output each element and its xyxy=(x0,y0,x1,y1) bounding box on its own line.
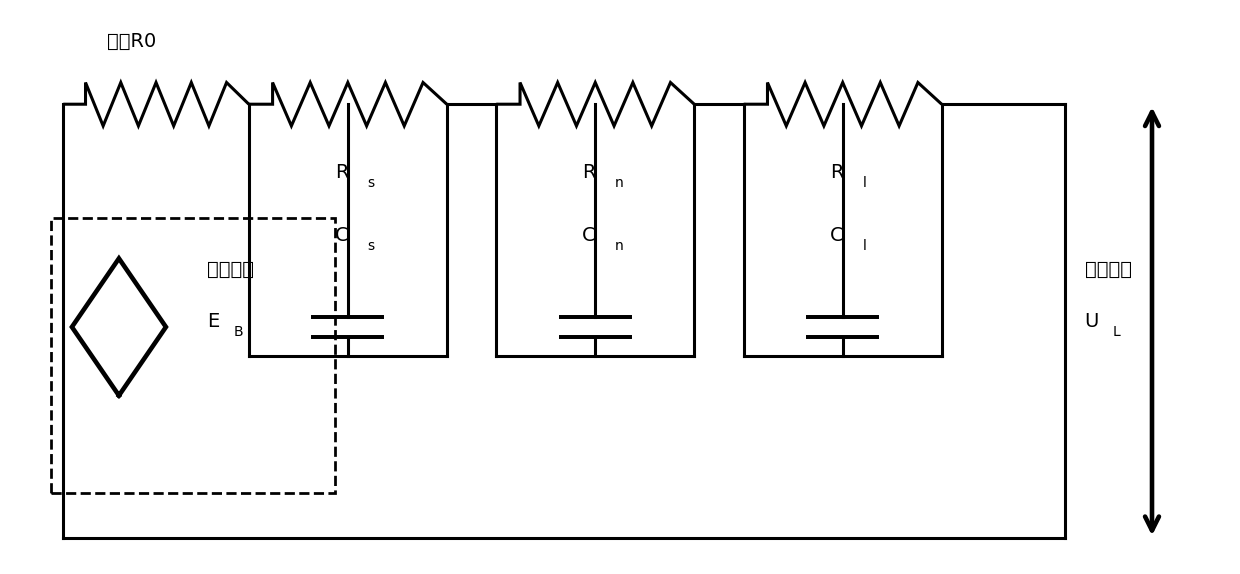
Text: 内阻R0: 内阻R0 xyxy=(107,32,156,51)
Text: R: R xyxy=(335,163,348,183)
Text: n: n xyxy=(615,176,624,190)
Text: 闭路电压: 闭路电压 xyxy=(1085,261,1132,280)
Text: 开路电压: 开路电压 xyxy=(207,261,254,280)
Text: E: E xyxy=(207,312,219,331)
Bar xyxy=(51,219,336,492)
Text: U: U xyxy=(1084,312,1099,331)
Text: B: B xyxy=(234,324,243,339)
Text: s: s xyxy=(367,239,374,253)
Text: R: R xyxy=(830,163,843,183)
Text: C: C xyxy=(830,226,843,245)
Text: l: l xyxy=(863,239,867,253)
Text: R: R xyxy=(583,163,595,183)
Text: l: l xyxy=(863,176,867,190)
Text: L: L xyxy=(1112,324,1120,339)
Text: C: C xyxy=(583,226,596,245)
Text: C: C xyxy=(335,226,348,245)
Text: n: n xyxy=(615,239,624,253)
Text: s: s xyxy=(367,176,374,190)
